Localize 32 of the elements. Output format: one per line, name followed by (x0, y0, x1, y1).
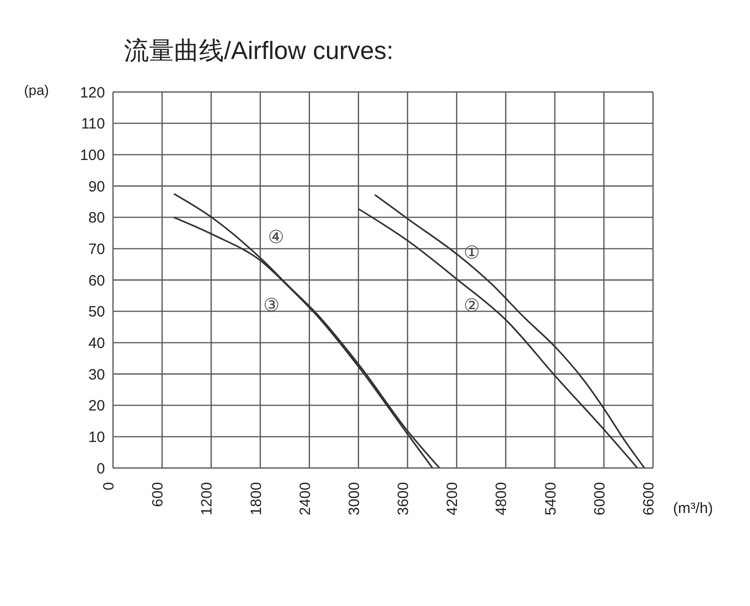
y-tick-label: 0 (96, 460, 105, 478)
y-tick-label: 90 (88, 178, 105, 196)
x-tick-label: 5400 (542, 482, 560, 516)
x-tick-label: 4200 (444, 482, 462, 516)
y-tick-label: 40 (88, 334, 105, 352)
y-tick-label: 120 (80, 84, 105, 102)
x-tick-label: 1800 (248, 482, 265, 516)
chart-title: 流量曲线/Airflow curves: (124, 36, 394, 67)
x-tick-label: 6600 (640, 482, 658, 516)
y-tick-label: 100 (80, 146, 105, 164)
x-tick-label: 3600 (395, 482, 412, 516)
y-axis-title: (pa) (24, 82, 49, 98)
y-tick-label: 10 (88, 428, 105, 446)
y-tick-label: 20 (88, 398, 105, 415)
x-tick-label: 2400 (296, 482, 314, 516)
y-tick-label: 70 (88, 240, 105, 258)
x-tick-label: 3000 (346, 482, 363, 516)
x-tick-label: 0 (100, 482, 118, 490)
series-label: ③ (263, 295, 280, 316)
y-tick-label: 50 (88, 304, 105, 321)
x-axis-title: (m³/h) (673, 500, 713, 517)
y-tick-label: 80 (88, 210, 105, 227)
series-label: ④ (268, 227, 284, 248)
x-tick-label: 600 (150, 482, 167, 508)
x-tick-label: 4800 (493, 482, 510, 516)
x-tick-label: 1200 (198, 482, 216, 516)
y-tick-label: 30 (88, 366, 105, 384)
y-tick-label: 60 (88, 272, 105, 290)
y-tick-label: 110 (81, 116, 105, 133)
series-label: ① (464, 242, 480, 264)
series-label: ② (464, 296, 480, 316)
x-tick-label: 6000 (591, 482, 608, 516)
